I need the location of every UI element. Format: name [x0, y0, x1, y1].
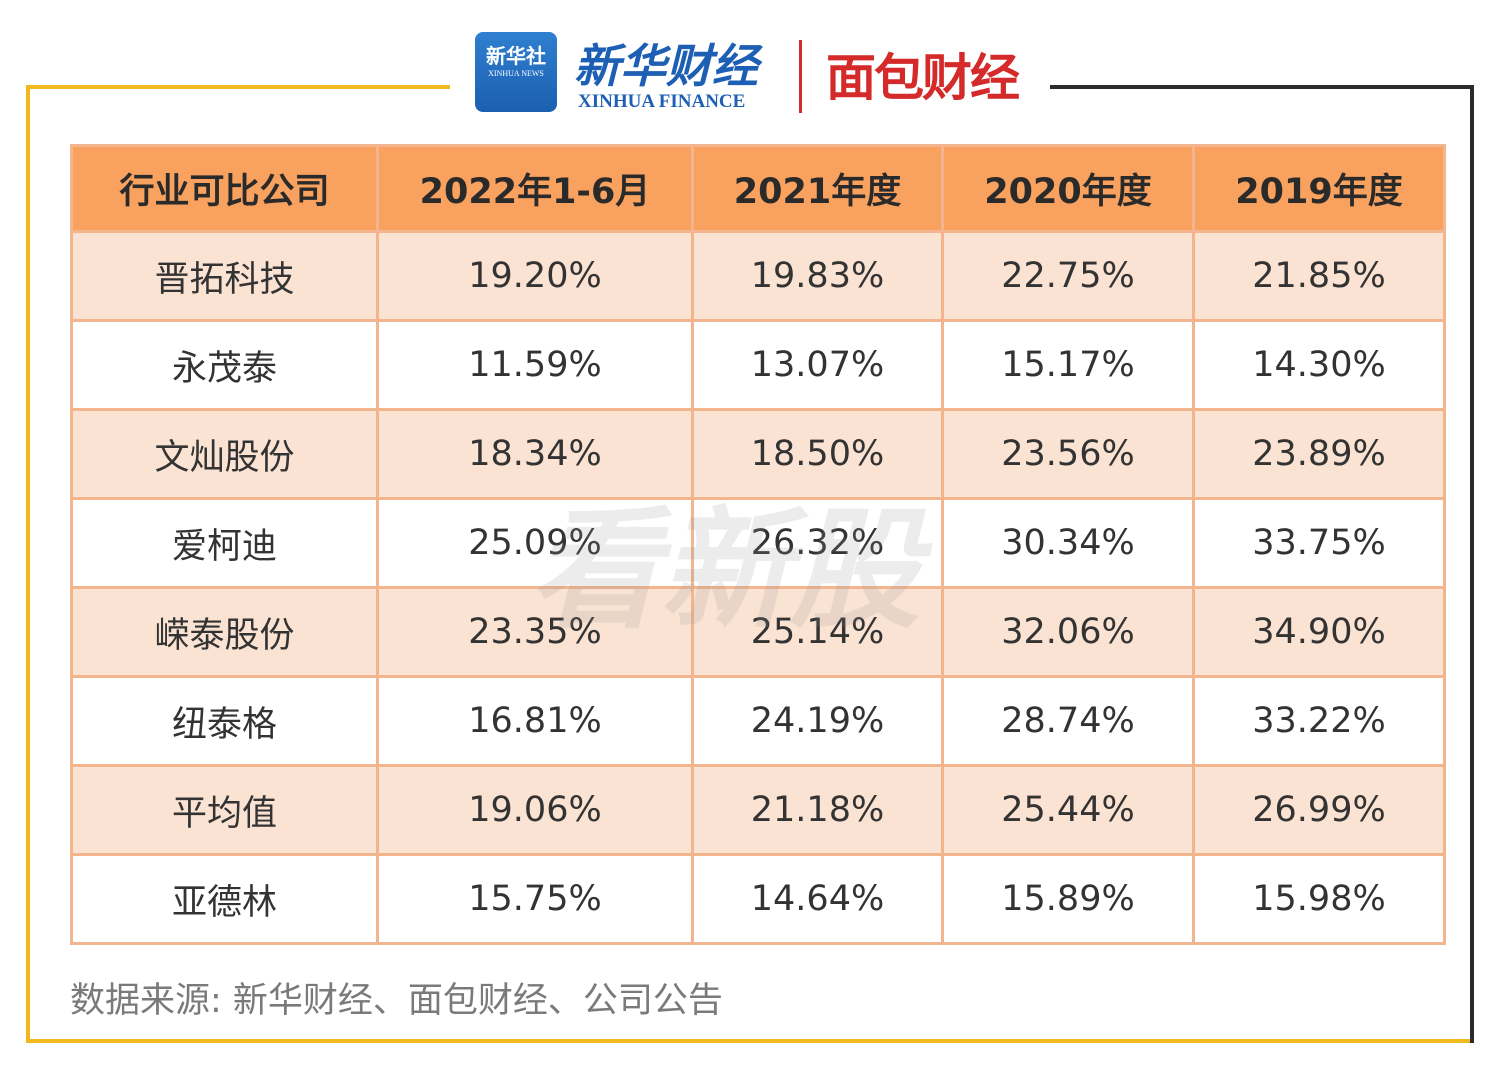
value-cell: 23.35% [376, 586, 694, 678]
table-row: 爱柯迪 25.09% 26.32% 30.34% 33.75% [70, 497, 1446, 589]
value-cell: 25.44% [941, 764, 1195, 856]
company-cell: 亚德林 [70, 853, 379, 945]
logo-text: XINHUA NEWS [488, 69, 544, 78]
value-cell: 15.98% [1192, 853, 1446, 945]
value-cell: 15.75% [376, 853, 694, 945]
value-cell: 22.75% [941, 230, 1195, 322]
value-cell: 19.20% [376, 230, 694, 322]
logo-xinhua: 新华社 XINHUA NEWS [475, 32, 557, 112]
value-cell: 21.18% [691, 764, 944, 856]
value-cell: 16.81% [376, 675, 694, 767]
value-cell: 18.50% [691, 408, 944, 500]
value-cell: 15.17% [941, 319, 1195, 411]
value-cell: 32.06% [941, 586, 1195, 678]
frame-line [1470, 85, 1474, 1043]
value-cell: 30.34% [941, 497, 1195, 589]
column-header: 行业可比公司 [70, 144, 379, 233]
brand-en: XINHUA FINANCE [578, 91, 746, 112]
value-cell: 33.75% [1192, 497, 1446, 589]
value-cell: 33.22% [1192, 675, 1446, 767]
partner-logo: 面包财经 [826, 49, 1020, 107]
company-cell: 爱柯迪 [70, 497, 379, 589]
value-cell: 19.83% [691, 230, 944, 322]
table-row: 纽泰格 16.81% 24.19% 28.74% 33.22% [70, 675, 1446, 767]
value-cell: 23.89% [1192, 408, 1446, 500]
comparison-table: 行业可比公司 2022年1-6月 2021年度 2020年度 2019年度 晋拓科技 19.… [70, 144, 1446, 945]
table-row: 嵘泰股份 23.35% 25.14% 32.06% 34.90% [70, 586, 1446, 678]
column-header: 2022年1-6月 [376, 144, 694, 233]
frame-line [26, 85, 450, 89]
table-row: 永茂泰 11.59% 13.07% 15.17% 14.30% [70, 319, 1446, 411]
value-cell: 25.14% [691, 586, 944, 678]
value-cell: 28.74% [941, 675, 1195, 767]
value-cell: 21.85% [1192, 230, 1446, 322]
value-cell: 24.19% [691, 675, 944, 767]
value-cell: 14.64% [691, 853, 944, 945]
value-cell: 15.89% [941, 853, 1195, 945]
frame-line [1050, 85, 1474, 89]
table-row: 亚德林 15.75% 14.64% 15.89% 15.98% [70, 853, 1446, 945]
value-cell: 25.09% [376, 497, 694, 589]
table-row: 文灿股份 18.34% 18.50% 23.56% 23.89% [70, 408, 1446, 500]
frame-line [26, 1039, 1474, 1043]
value-cell: 18.34% [376, 408, 694, 500]
logo-text: 新华社 [486, 44, 546, 68]
column-header: 2020年度 [941, 144, 1195, 233]
company-cell: 纽泰格 [70, 675, 379, 767]
column-header: 2019年度 [1192, 144, 1446, 233]
value-cell: 34.90% [1192, 586, 1446, 678]
company-cell: 晋拓科技 [70, 230, 379, 322]
company-cell: 文灿股份 [70, 408, 379, 500]
table-row: 平均值 19.06% 21.18% 25.44% 26.99% [70, 764, 1446, 856]
brand-cn: 新华财经 [574, 39, 758, 93]
table-row: 晋拓科技 19.20% 19.83% 22.75% 21.85% [70, 230, 1446, 322]
value-cell: 26.32% [691, 497, 944, 589]
value-cell: 19.06% [376, 764, 694, 856]
header-row: 行业可比公司 2022年1-6月 2021年度 2020年度 2019年度 [70, 144, 1446, 233]
value-cell: 26.99% [1192, 764, 1446, 856]
value-cell: 14.30% [1192, 319, 1446, 411]
company-cell: 永茂泰 [70, 319, 379, 411]
column-header: 2021年度 [691, 144, 944, 233]
frame-line [26, 85, 30, 1043]
value-cell: 23.56% [941, 408, 1195, 500]
company-cell: 嵘泰股份 [70, 586, 379, 678]
value-cell: 11.59% [376, 319, 694, 411]
company-cell: 平均值 [70, 764, 379, 856]
source-note: 数据来源: 新华财经、面包财经、公司公告 [70, 981, 723, 1021]
value-cell: 13.07% [691, 319, 944, 411]
divider [799, 40, 802, 113]
